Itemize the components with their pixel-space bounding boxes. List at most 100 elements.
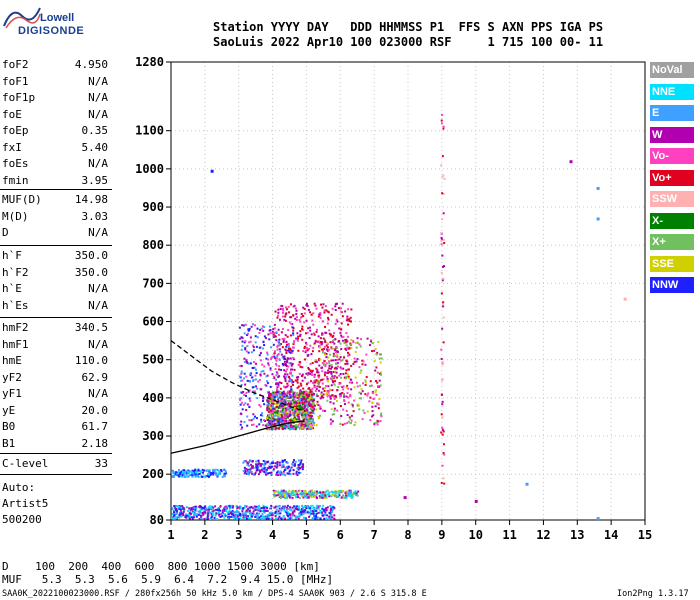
echo-point	[195, 506, 198, 509]
echo-point	[291, 349, 294, 352]
echo-point	[354, 376, 357, 379]
echo-point	[323, 389, 326, 392]
echo-point	[240, 372, 243, 375]
echo-point	[442, 238, 445, 241]
echo-point	[342, 393, 345, 396]
echo-point	[284, 393, 287, 396]
echo-point	[333, 490, 336, 493]
x-tick-label: 14	[604, 528, 618, 542]
echo-point	[263, 516, 266, 519]
echo-point	[360, 387, 363, 390]
echo-point	[322, 303, 325, 306]
echo-point	[246, 344, 249, 347]
echo-point	[269, 385, 272, 388]
echo-point	[185, 470, 188, 473]
echo-point	[293, 509, 296, 512]
echo-point	[285, 370, 288, 373]
echo-point	[296, 395, 299, 398]
echo-point	[267, 414, 270, 417]
echo-point	[370, 350, 373, 353]
echo-point	[333, 375, 336, 378]
echo-point	[290, 394, 293, 397]
echo-point	[298, 515, 301, 518]
echo-point	[277, 400, 280, 403]
echo-point	[187, 513, 190, 516]
echo-point	[282, 470, 285, 473]
echo-point	[297, 349, 300, 352]
echo-point	[299, 335, 302, 338]
echo-point	[281, 421, 284, 424]
echo-point	[281, 393, 284, 396]
echo-point	[318, 357, 321, 360]
echo-point	[309, 404, 312, 407]
echo-point	[293, 401, 296, 404]
echo-point	[275, 405, 278, 408]
echo-point	[210, 516, 213, 519]
echo-point	[347, 323, 350, 326]
echo-point	[313, 508, 316, 511]
echo-point	[190, 470, 193, 473]
echo-point	[344, 494, 347, 497]
echo-point	[277, 471, 280, 474]
echo-point	[230, 515, 233, 518]
echo-point	[262, 459, 265, 462]
echo-point	[296, 493, 299, 496]
echo-point	[278, 368, 281, 371]
echo-point	[286, 491, 289, 494]
echo-point	[205, 508, 208, 511]
echo-point	[442, 265, 445, 268]
echo-point	[183, 476, 186, 479]
echo-point	[322, 508, 325, 511]
echo-point	[282, 422, 285, 425]
echo-point	[251, 512, 254, 515]
echo-point	[248, 469, 251, 472]
echo-point	[276, 465, 279, 468]
echo-point	[263, 344, 266, 347]
echo-point	[287, 399, 290, 402]
echo-point	[254, 515, 257, 518]
echo-point	[282, 413, 285, 416]
echo-point	[303, 402, 306, 405]
echo-point	[310, 402, 313, 405]
echo-point	[281, 391, 284, 394]
echo-point	[255, 515, 258, 518]
echo-point	[286, 465, 289, 468]
echo-point	[251, 386, 254, 389]
echo-point	[310, 422, 313, 425]
echo-point	[343, 342, 346, 345]
echo-point	[290, 379, 293, 382]
echo-point	[322, 393, 325, 396]
echo-point	[292, 380, 295, 383]
echo-point	[441, 279, 444, 282]
echo-point	[174, 472, 177, 475]
echo-point	[242, 403, 245, 406]
echo-point	[287, 472, 290, 475]
echo-point	[440, 379, 443, 382]
echo-point	[278, 427, 281, 430]
echo-point	[374, 380, 377, 383]
echo-point	[326, 342, 329, 345]
echo-point	[351, 404, 354, 407]
echo-point	[262, 506, 265, 509]
echo-point	[359, 384, 362, 387]
echo-point	[360, 392, 363, 395]
echo-point	[305, 404, 308, 407]
echo-point	[243, 341, 246, 344]
echo-point	[290, 322, 293, 325]
echo-point	[243, 357, 246, 360]
echo-point	[328, 515, 331, 518]
legend-item-noval: NoVal	[650, 62, 694, 78]
echo-point	[281, 459, 284, 462]
echo-point	[315, 424, 318, 427]
param-value: N/A	[88, 91, 108, 104]
echo-point	[296, 386, 299, 389]
echo-point	[241, 340, 244, 343]
echo-point	[267, 410, 270, 413]
echo-point	[254, 509, 257, 512]
echo-point	[227, 513, 230, 516]
echo-point	[268, 511, 271, 514]
echo-point	[283, 395, 286, 398]
echo-point	[266, 380, 269, 383]
echo-point	[331, 335, 334, 338]
echo-point	[210, 507, 213, 510]
